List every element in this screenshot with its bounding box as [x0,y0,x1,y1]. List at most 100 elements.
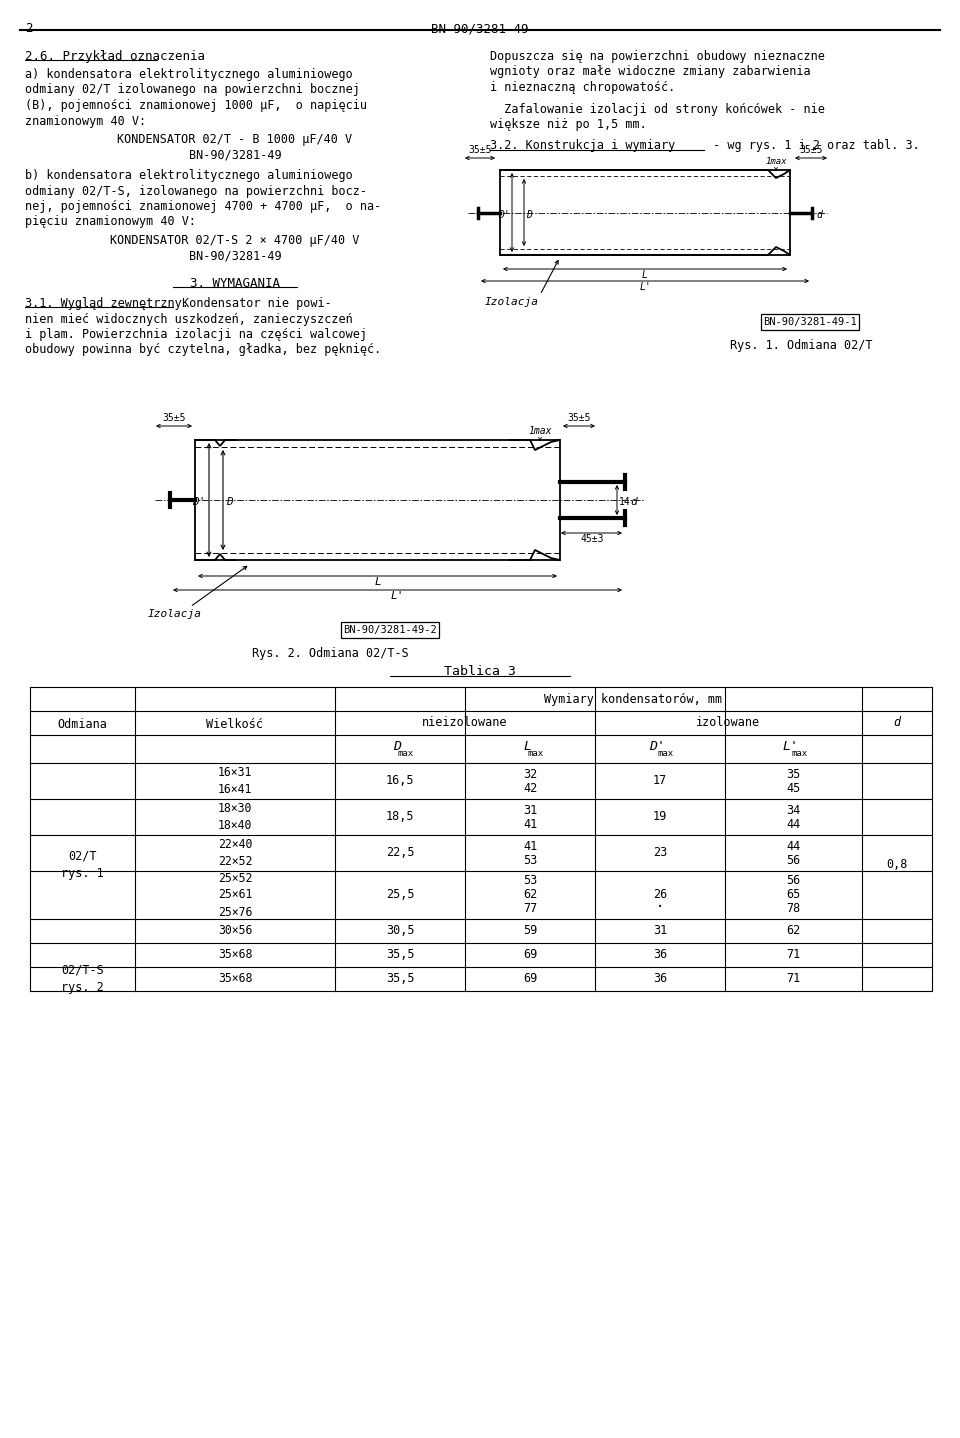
Text: 0,8: 0,8 [886,858,908,871]
Text: 3. WYMAGANIA: 3. WYMAGANIA [190,278,280,290]
Text: d: d [816,210,822,220]
Text: nej, pojemności znamionowej 4700 + 4700 μF,  o na-: nej, pojemności znamionowej 4700 + 4700 … [25,200,381,213]
Text: D': D' [498,210,510,220]
Text: nieizolowane: nieizolowane [422,716,508,729]
Text: Kondensator nie powi-: Kondensator nie powi- [175,298,332,311]
Text: Odmiana: Odmiana [58,719,108,732]
Text: d: d [894,716,900,729]
Text: 35,5: 35,5 [386,949,415,962]
Text: 41: 41 [523,817,538,831]
Text: 71: 71 [786,949,801,962]
Text: 35±5: 35±5 [800,145,823,155]
Text: L: L [374,577,381,587]
Text: większe niż po 1,5 mm.: większe niż po 1,5 mm. [490,118,647,131]
Text: 34: 34 [786,804,801,817]
Text: (B), pojemności znamionowej 1000 μF,  o napięciu: (B), pojemności znamionowej 1000 μF, o n… [25,99,367,112]
Text: 25×52
25×61
25×76: 25×52 25×61 25×76 [218,871,252,919]
Text: 23: 23 [653,847,667,860]
Text: 53: 53 [523,874,538,887]
Text: 14: 14 [619,498,631,508]
Text: 31: 31 [523,804,538,817]
Text: nien mieć widocznych uszkodzeń, zanieczyszczeń: nien mieć widocznych uszkodzeń, zanieczy… [25,312,352,325]
Text: 62: 62 [523,889,538,902]
Text: BN-90/3281-49: BN-90/3281-49 [431,22,529,35]
Text: 69: 69 [523,949,538,962]
Text: i nieznaczną chropowatość.: i nieznaczną chropowatość. [490,81,675,93]
Text: Wielkość: Wielkość [206,719,263,732]
Text: 42: 42 [523,781,538,795]
Text: obudowy powinna być czytelna, gładka, bez pęknięć.: obudowy powinna być czytelna, gładka, be… [25,344,381,357]
Text: 16,5: 16,5 [386,775,415,788]
Text: 16×31
16×41: 16×31 16×41 [218,766,252,797]
Text: BN-90/3281-49: BN-90/3281-49 [189,250,281,263]
Text: 36: 36 [653,972,667,985]
Text: 41: 41 [523,840,538,853]
Text: 30,5: 30,5 [386,925,415,938]
Text: 35±5: 35±5 [468,145,492,155]
Text: Dopuszcza się na powierzchni obudowy nieznaczne: Dopuszcza się na powierzchni obudowy nie… [490,50,825,63]
Text: 2.6. Przykład oznaczenia: 2.6. Przykład oznaczenia [25,50,205,63]
Text: 19: 19 [653,811,667,824]
Text: max: max [658,749,674,758]
Text: - wg rys. 1 i 2 oraz tabl. 3.: - wg rys. 1 i 2 oraz tabl. 3. [706,139,920,152]
Text: 35: 35 [786,768,801,781]
Text: 02/T-S
rys. 2: 02/T-S rys. 2 [61,963,104,995]
Text: 25,5: 25,5 [386,889,415,902]
Text: 31: 31 [653,925,667,938]
Text: 44: 44 [786,840,801,853]
Text: D': D' [193,498,206,508]
Text: 45: 45 [786,781,801,795]
Text: i plam. Powierzchnia izolacji na części walcowej: i plam. Powierzchnia izolacji na części … [25,328,367,341]
Text: KONDENSATOR 02/T-S 2 × 4700 μF/40 V: KONDENSATOR 02/T-S 2 × 4700 μF/40 V [110,234,360,247]
Text: 1max: 1max [528,426,552,436]
Text: max: max [398,749,414,758]
Text: KONDENSATOR 02/T - B 1000 μF/40 V: KONDENSATOR 02/T - B 1000 μF/40 V [117,132,352,147]
Text: 35,5: 35,5 [386,972,415,985]
Text: wgnioty oraz małe widoczne zmiany zabarwienia: wgnioty oraz małe widoczne zmiany zabarw… [490,66,810,79]
Text: Zafalowanie izolacji od strony końcówek - nie: Zafalowanie izolacji od strony końcówek … [490,102,825,115]
Text: 3.2. Konstrukcja i wymiary: 3.2. Konstrukcja i wymiary [490,139,675,152]
Text: 62: 62 [786,925,801,938]
Text: 77: 77 [523,903,538,916]
Text: 53: 53 [523,854,538,867]
Text: 32: 32 [523,768,538,781]
Text: 3.1. Wygląd zewnętrzny.: 3.1. Wygląd zewnętrzny. [25,298,189,311]
Text: 22×40
22×52: 22×40 22×52 [218,838,252,869]
Text: BN-90/3281-49-2: BN-90/3281-49-2 [343,626,437,636]
Text: Rys. 2. Odmiana 02/T-S: Rys. 2. Odmiana 02/T-S [252,647,408,660]
Text: 30×56: 30×56 [218,925,252,938]
Text: L': L' [391,591,404,601]
Text: 35±5: 35±5 [567,413,590,423]
Text: Izolacja: Izolacja [148,610,202,618]
Text: 2: 2 [25,22,33,35]
Text: 44: 44 [786,817,801,831]
Text: BN-90/3281-49: BN-90/3281-49 [189,148,281,161]
Text: 17: 17 [653,775,667,788]
Text: 18×30
18×40: 18×30 18×40 [218,802,252,833]
Text: 71: 71 [786,972,801,985]
Text: 35×68: 35×68 [218,949,252,962]
Text: 26: 26 [653,889,667,902]
Text: 02/T
rys. 1: 02/T rys. 1 [61,850,104,880]
Text: 35±5: 35±5 [162,413,185,423]
Text: Tablica 3: Tablica 3 [444,664,516,677]
Text: izolowane: izolowane [696,716,760,729]
Text: D: D [226,498,232,508]
Text: 56: 56 [786,854,801,867]
Text: pięciu znamionowym 40 V:: pięciu znamionowym 40 V: [25,216,196,229]
Text: d: d [630,498,636,508]
Text: odmiany 02/T-S, izolowanego na powierzchni bocz-: odmiany 02/T-S, izolowanego na powierzch… [25,184,367,197]
Text: odmiany 02/T izolowanego na powierzchni bocznej: odmiany 02/T izolowanego na powierzchni … [25,83,360,96]
Text: 69: 69 [523,972,538,985]
Text: 35×68: 35×68 [218,972,252,985]
Text: a) kondensatora elektrolitycznego aluminiowego: a) kondensatora elektrolitycznego alumin… [25,68,352,81]
Text: Rys. 1. Odmiana 02/T: Rys. 1. Odmiana 02/T [730,339,873,352]
Text: 56: 56 [786,874,801,887]
Text: Izolacja: Izolacja [485,298,539,306]
Text: D: D [393,739,401,752]
Text: L': L' [639,282,651,292]
Text: 78: 78 [786,903,801,916]
Text: ·: · [656,900,664,915]
Text: 45±3: 45±3 [581,533,604,544]
Text: 59: 59 [523,925,538,938]
